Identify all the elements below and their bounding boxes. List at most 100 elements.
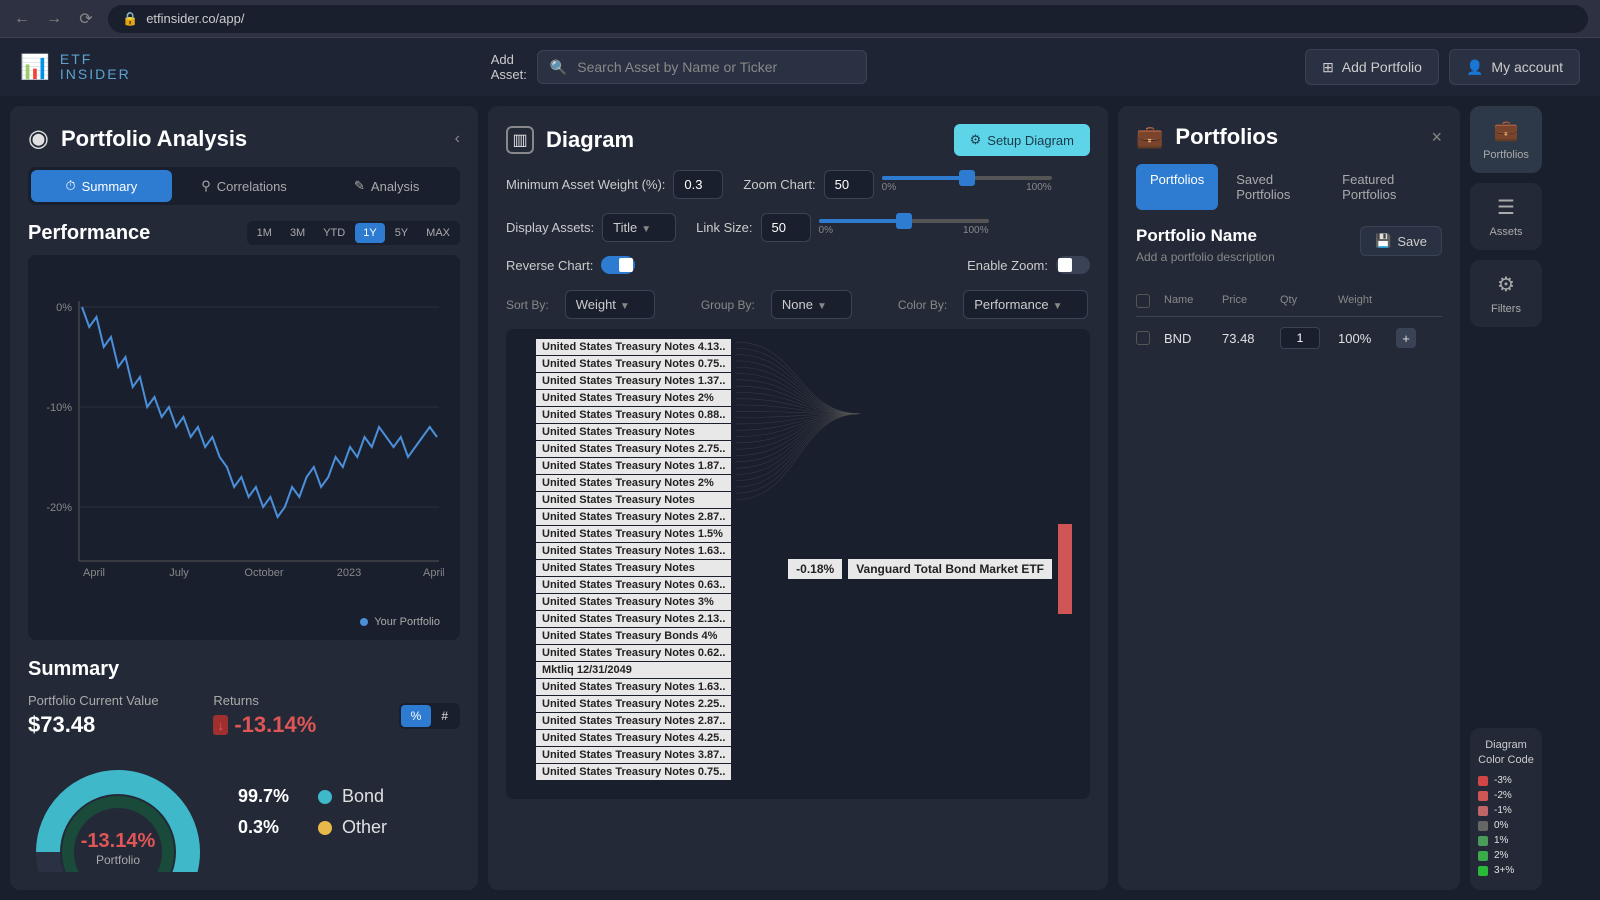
analysis-icon: ◉ — [28, 124, 49, 153]
back-icon[interactable]: ← — [12, 9, 32, 29]
search-placeholder: Search Asset by Name or Ticker — [577, 59, 777, 75]
range-tabs: 1M3MYTD1Y5YMAX — [247, 221, 460, 245]
sankey-source-item[interactable]: United States Treasury Notes 2.13.. — [536, 611, 731, 627]
sankey-source-item[interactable]: United States Treasury Notes 2.87.. — [536, 509, 731, 525]
tab-saved[interactable]: Saved Portfolios — [1222, 164, 1324, 210]
sankey-target-label: Vanguard Total Bond Market ETF — [848, 559, 1052, 579]
enable-zoom-label: Enable Zoom: — [967, 258, 1048, 273]
save-button[interactable]: 💾 Save — [1360, 226, 1442, 256]
tab-analysis[interactable]: ✎Analysis — [316, 170, 457, 202]
sankey-source-item[interactable]: United States Treasury Notes — [536, 560, 731, 576]
side-assets[interactable]: ☰ Assets — [1470, 183, 1542, 250]
display-select[interactable]: Title▼ — [602, 213, 676, 242]
enable-zoom-toggle[interactable] — [1056, 256, 1090, 274]
sankey-source-item[interactable]: United States Treasury Notes 2% — [536, 475, 731, 491]
reverse-toggle[interactable] — [601, 256, 635, 274]
sankey-source-item[interactable]: United States Treasury Notes 3% — [536, 594, 731, 610]
tab-summary[interactable]: ⏱Summary — [31, 170, 172, 202]
sankey-source-item[interactable]: United States Treasury Notes — [536, 424, 731, 440]
select-all-checkbox[interactable] — [1136, 294, 1150, 308]
close-icon[interactable]: × — [1431, 127, 1442, 148]
sankey-source-item[interactable]: United States Treasury Notes 1.5% — [536, 526, 731, 542]
performance-title: Performance — [28, 222, 150, 245]
zoom-input[interactable] — [824, 170, 874, 199]
min-weight-input[interactable] — [673, 170, 723, 199]
sankey-source-item[interactable]: United States Treasury Notes 2.75.. — [536, 441, 731, 457]
add-row-button[interactable]: + — [1396, 328, 1416, 348]
search-input[interactable]: 🔍 Search Asset by Name or Ticker — [537, 50, 867, 84]
zoom-slider[interactable]: 0%100% — [882, 176, 1052, 193]
logo[interactable]: 📊 ETF INSIDER — [20, 52, 131, 83]
sankey-source-item[interactable]: United States Treasury Bonds 4% — [536, 628, 731, 644]
panel-title: Portfolios — [1175, 124, 1278, 150]
row-checkbox[interactable] — [1136, 331, 1150, 345]
color-code-row: 3+% — [1478, 865, 1534, 876]
hash-button[interactable]: # — [431, 705, 458, 727]
sankey-source-item[interactable]: United States Treasury Notes 0.62.. — [536, 645, 731, 661]
add-portfolio-button[interactable]: ⊞ Add Portfolio — [1305, 49, 1439, 85]
sankey-source-item[interactable]: United States Treasury Notes 1.37.. — [536, 373, 731, 389]
qty-input[interactable] — [1280, 327, 1320, 349]
plus-icon: ⊞ — [1322, 59, 1334, 76]
sankey-source-item[interactable]: United States Treasury Notes 1.63.. — [536, 543, 731, 559]
sliders-icon: ⚙ — [1497, 272, 1515, 297]
portfolio-name[interactable]: Portfolio Name — [1136, 226, 1275, 246]
allocation-item: 0.3% Other — [238, 817, 387, 838]
range-tab-1Y[interactable]: 1Y — [355, 223, 384, 243]
color-code-row: 0% — [1478, 820, 1534, 831]
color-code-row: 2% — [1478, 850, 1534, 861]
sankey-source-item[interactable]: United States Treasury Notes 2.87.. — [536, 713, 731, 729]
color-select[interactable]: Performance▼ — [963, 290, 1087, 319]
sankey-source-item[interactable]: United States Treasury Notes 0.75.. — [536, 764, 731, 780]
sankey-source-item[interactable]: Mktliq 12/31/2049 — [536, 662, 731, 678]
side-portfolios[interactable]: 💼 Portfolios — [1470, 106, 1542, 173]
side-filters[interactable]: ⚙ Filters — [1470, 260, 1542, 327]
range-tab-3M[interactable]: 3M — [282, 223, 313, 243]
top-nav: 📊 ETF INSIDER Add Asset: 🔍 Search Asset … — [0, 38, 1600, 96]
sankey-source-item[interactable]: United States Treasury Notes 2% — [536, 390, 731, 406]
range-tab-MAX[interactable]: MAX — [418, 223, 458, 243]
user-icon: 👤 — [1466, 59, 1483, 76]
range-tab-YTD[interactable]: YTD — [315, 223, 353, 243]
sort-label: Sort By: — [506, 298, 549, 312]
sankey-source-item[interactable]: United States Treasury Notes 0.75.. — [536, 356, 731, 372]
logo-icon: 📊 — [20, 53, 50, 82]
portfolio-icon: 💼 — [1136, 124, 1163, 150]
tab-correlations[interactable]: ⚲Correlations — [174, 170, 315, 202]
sankey-source-item[interactable]: United States Treasury Notes 1.63.. — [536, 679, 731, 695]
list-icon: ☰ — [1497, 195, 1515, 220]
sort-select[interactable]: Weight▼ — [565, 290, 655, 319]
sankey-source-item[interactable]: United States Treasury Notes 0.88.. — [536, 407, 731, 423]
performance-chart: 0%-10%-20%AprilJulyOctober2023April Your… — [28, 255, 460, 640]
my-account-button[interactable]: 👤 My account — [1449, 49, 1580, 85]
reload-icon[interactable]: ⟳ — [76, 9, 96, 29]
sankey-source-item[interactable]: United States Treasury Notes 3.87.. — [536, 747, 731, 763]
portfolio-desc[interactable]: Add a portfolio description — [1136, 250, 1275, 264]
forward-icon[interactable]: → — [44, 9, 64, 29]
url-bar[interactable]: 🔒 etfinsider.co/app/ — [108, 5, 1588, 33]
color-code-row: -1% — [1478, 805, 1534, 816]
sankey-source-item[interactable]: United States Treasury Notes — [536, 492, 731, 508]
returns-value: ↓ -13.14% — [213, 712, 358, 738]
pct-button[interactable]: % — [401, 705, 432, 727]
range-tab-1M[interactable]: 1M — [249, 223, 280, 243]
group-select[interactable]: None▼ — [771, 290, 852, 319]
svg-text:-10%: -10% — [46, 402, 72, 414]
svg-text:April: April — [83, 567, 105, 579]
sankey-source-item[interactable]: United States Treasury Notes 1.87.. — [536, 458, 731, 474]
link-slider[interactable]: 0%100% — [819, 219, 989, 236]
range-tab-5Y[interactable]: 5Y — [387, 223, 416, 243]
pct-toggle[interactable]: % # — [399, 703, 460, 729]
sankey-source-item[interactable]: United States Treasury Notes 2.25.. — [536, 696, 731, 712]
setup-diagram-button[interactable]: ⚙ Setup Diagram — [954, 124, 1090, 156]
collapse-icon[interactable]: ‹ — [455, 130, 460, 148]
down-arrow-icon: ↓ — [213, 715, 228, 735]
sankey-source-item[interactable]: United States Treasury Notes 0.63.. — [536, 577, 731, 593]
tab-featured[interactable]: Featured Portfolios — [1328, 164, 1442, 210]
side-rail: 💼 Portfolios ☰ Assets ⚙ Filters Diagram … — [1470, 106, 1542, 890]
sankey-source-item[interactable]: United States Treasury Notes 4.25.. — [536, 730, 731, 746]
chart-legend: Your Portfolio — [360, 616, 440, 628]
link-input[interactable] — [761, 213, 811, 242]
sankey-source-item[interactable]: United States Treasury Notes 4.13.. — [536, 339, 731, 355]
tab-portfolios[interactable]: Portfolios — [1136, 164, 1218, 210]
